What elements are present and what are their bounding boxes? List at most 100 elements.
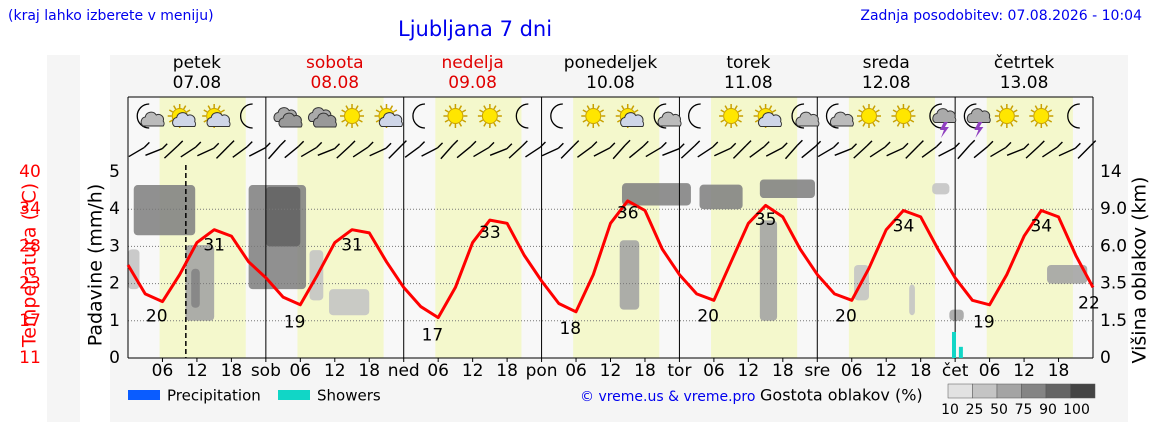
sun-ray [483,105,487,110]
wind-shaft [869,146,886,158]
sun-ray [220,109,225,113]
moon [239,103,253,129]
weather-icon [1067,103,1080,129]
cloud [378,112,403,127]
day-date: 09.08 [448,73,497,93]
temperature-label: 31 [203,236,225,256]
weather-icon [615,104,645,128]
wind-feather [279,139,286,146]
x-tick-label: 18 [634,361,656,381]
wind-barb [163,140,184,159]
x-tick-label: 06 [152,361,174,381]
sun-ray [458,122,463,127]
wind-feather [591,141,598,148]
x-tick-label: 06 [703,361,725,381]
daylight [573,97,660,358]
sun-ray [1034,122,1038,127]
sun-ray [1010,105,1014,110]
wind-barb [1006,143,1030,156]
sun-ray [393,109,398,113]
x-tick-label: 06 [290,361,312,381]
wind-barb [421,142,444,157]
weather-icon [239,103,253,129]
wind-feather [334,143,341,150]
sun-ray [461,119,467,123]
day-name: petek [173,53,221,73]
sun-ray [375,119,380,123]
wind-feather [1005,141,1012,148]
cloud [620,112,645,127]
wind-feather [1074,142,1081,149]
wind-barb [784,139,803,160]
cloud [140,111,165,127]
wind-barb [248,142,271,157]
wind-feather [969,139,976,146]
temperature-tick-label: 17 [19,311,41,331]
cloud-cell [759,220,778,321]
sun-ray [358,109,363,113]
cloud-cell [191,268,200,308]
wind-barb [905,140,924,159]
sun-ray [496,119,501,123]
cloud-scale-label: 100 [1063,402,1090,418]
wind-feather [694,140,701,147]
sun-ray [173,105,177,110]
wind-barb [541,142,564,157]
wind-feather [712,141,719,148]
y-tick-label: 0 [109,348,120,368]
wind-shaft [612,144,626,160]
sun-ray [461,109,467,113]
wind-shaft [215,145,230,159]
wind-feather [195,141,202,148]
sun-ray [906,105,911,110]
day-name: sobota [306,53,364,73]
wind-shaft [973,145,989,159]
sun-ray [345,122,349,127]
lightning [974,122,984,138]
wind-barb [628,140,649,159]
wind-feather [506,143,513,150]
sun-ray [345,105,349,110]
temperature-label: 35 [755,210,777,230]
wind-feather [851,143,858,150]
wind-barb [834,143,858,156]
sun-ray [1030,109,1035,113]
weather-icon [791,103,820,129]
wind-shaft [593,147,611,157]
sun-ray [754,109,760,113]
wind-feather [367,141,374,148]
day-name: sreda [863,53,910,73]
weather-icon [515,103,529,129]
sun-ray [1044,105,1048,110]
sun-ray [448,122,453,127]
sun-ray [358,119,363,123]
y-tick-label: 3 [109,236,120,256]
wind-shaft [388,145,402,159]
temperature-tick-label: 23 [19,274,41,294]
cloud [932,108,957,123]
wind-feather [143,141,150,148]
day-date: 07.08 [173,73,222,93]
temperature-label: 22 [1078,293,1100,313]
wind-shaft [1077,145,1092,159]
x-tick-label: 06 [565,361,587,381]
cloud-scale-label: 90 [1039,402,1057,418]
y2-tick-label: 0 [1100,348,1111,368]
cloud-scale-label: 10 [941,402,959,418]
title: Ljubljana 7 dni [398,17,552,41]
wind-feather [902,142,909,149]
daylight [848,97,936,358]
weather-icon [374,104,403,128]
day-name: ponedeljek [564,53,658,73]
cloud-cell [619,240,640,310]
x-tick-label: čet [942,361,969,381]
sun-ray [734,105,738,110]
wind-barb [697,141,719,158]
weather-icon [994,104,1019,128]
daylight [435,97,522,358]
sun-ray [375,109,380,113]
sun-ray [207,105,211,110]
wind-shaft [1042,146,1058,158]
cloud-scale-label: 75 [1015,402,1033,418]
sun-ray [1047,119,1053,123]
